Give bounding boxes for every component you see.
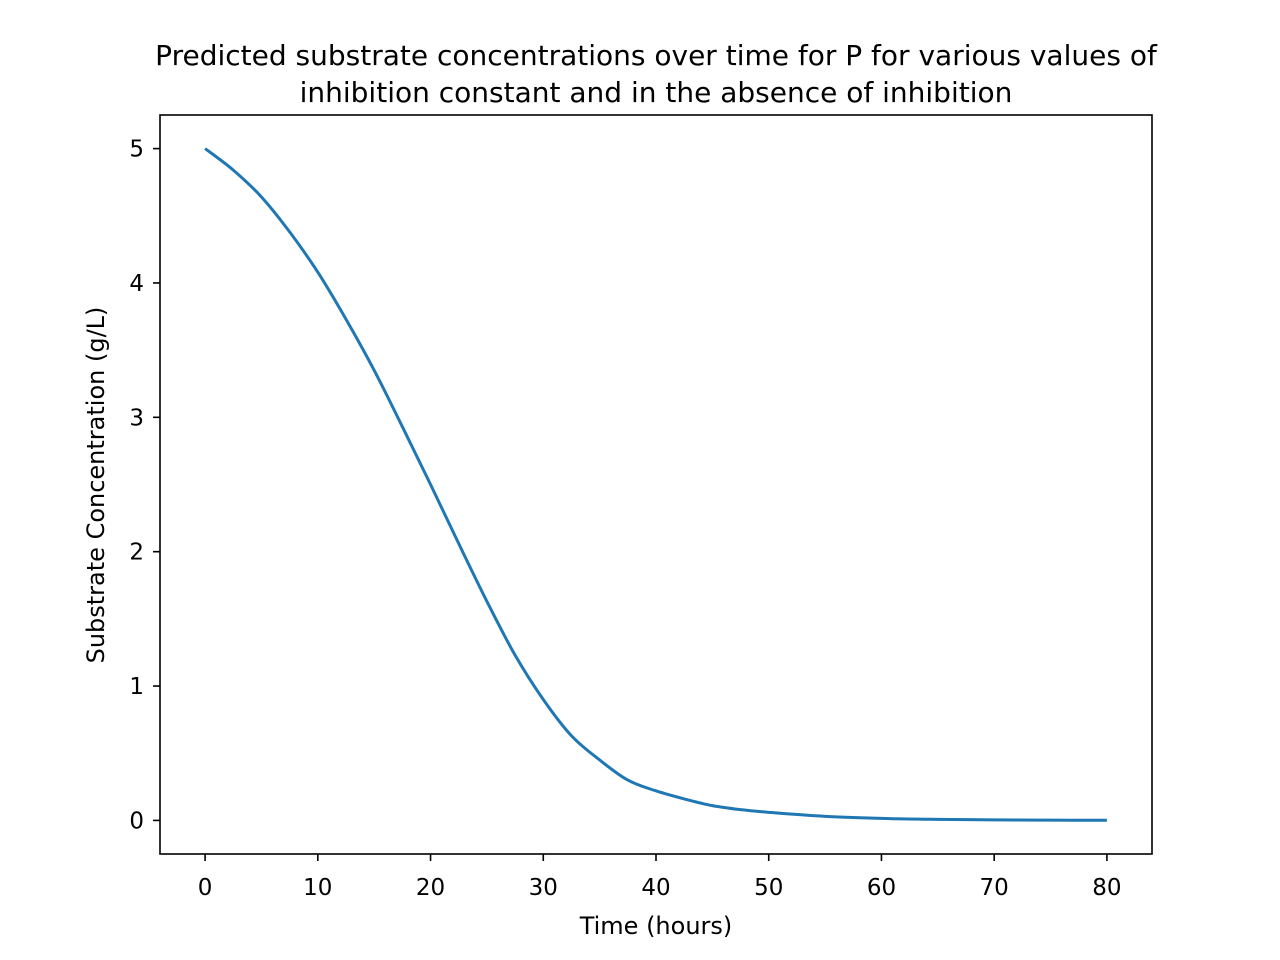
- y-axis-label: Substrate Concentration (g/L): [82, 307, 110, 664]
- x-axis-label: Time (hours): [579, 912, 733, 940]
- x-tick-label: 30: [529, 875, 558, 901]
- x-tick-label: 50: [754, 875, 783, 901]
- y-tick-label: 0: [129, 808, 144, 834]
- y-axis: 0 1 2 3 4 5: [129, 137, 160, 834]
- x-axis: 0 10 20 30 40 50 60 70 80: [198, 854, 1122, 901]
- x-tick-label: 80: [1092, 875, 1121, 901]
- x-tick-label: 70: [980, 875, 1009, 901]
- plot-area: [204, 147, 1107, 822]
- x-tick-label: 60: [867, 875, 896, 901]
- y-tick-label: 4: [129, 271, 144, 297]
- chart-title: Predicted substrate concentrations over …: [155, 39, 1158, 109]
- x-tick-label: 40: [641, 875, 670, 901]
- x-tick-label: 10: [303, 875, 332, 901]
- y-tick-label: 5: [129, 137, 144, 163]
- series-line-0: [204, 147, 1107, 822]
- y-tick-label: 1: [129, 674, 144, 700]
- y-tick-label: 3: [129, 405, 144, 431]
- y-tick-label: 2: [129, 540, 144, 566]
- chart-title-line-2: inhibition constant and in the absence o…: [300, 76, 1013, 109]
- chart-title-line-1: Predicted substrate concentrations over …: [155, 39, 1158, 72]
- x-tick-label: 20: [416, 875, 445, 901]
- axes-frame: [159, 114, 1153, 855]
- x-tick-label: 0: [198, 875, 213, 901]
